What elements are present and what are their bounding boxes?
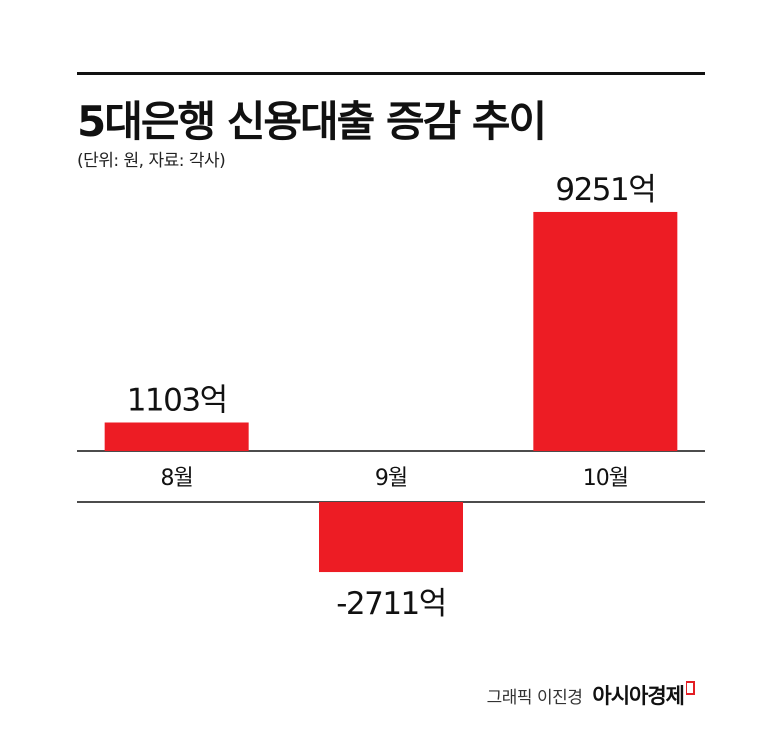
category-label: 8월 [161,466,193,491]
bar-1 [104,422,249,451]
data-label: 9251억 [555,172,655,208]
data-label: 1103억 [127,382,227,418]
data-label: -2711억 [336,586,446,622]
category-label: 9월 [375,466,407,491]
credit-line: 그래픽 이진경 아시아경제 [487,680,695,710]
brand-mark-icon [686,681,695,695]
graphic-credit: 그래픽 이진경 [486,688,583,708]
chart-subtitle: (단위: 원, 자료: 각사) [77,151,226,171]
category-label: 10월 [583,466,628,491]
chart-title: 5대은행 신용대출 증감 추이 [77,97,547,146]
top-rule [77,72,705,75]
brand-name: 아시아경제 [592,684,685,708]
bar-2 [319,502,463,573]
brand-logo: 아시아경제 [592,680,695,710]
bar-3 [533,211,678,451]
